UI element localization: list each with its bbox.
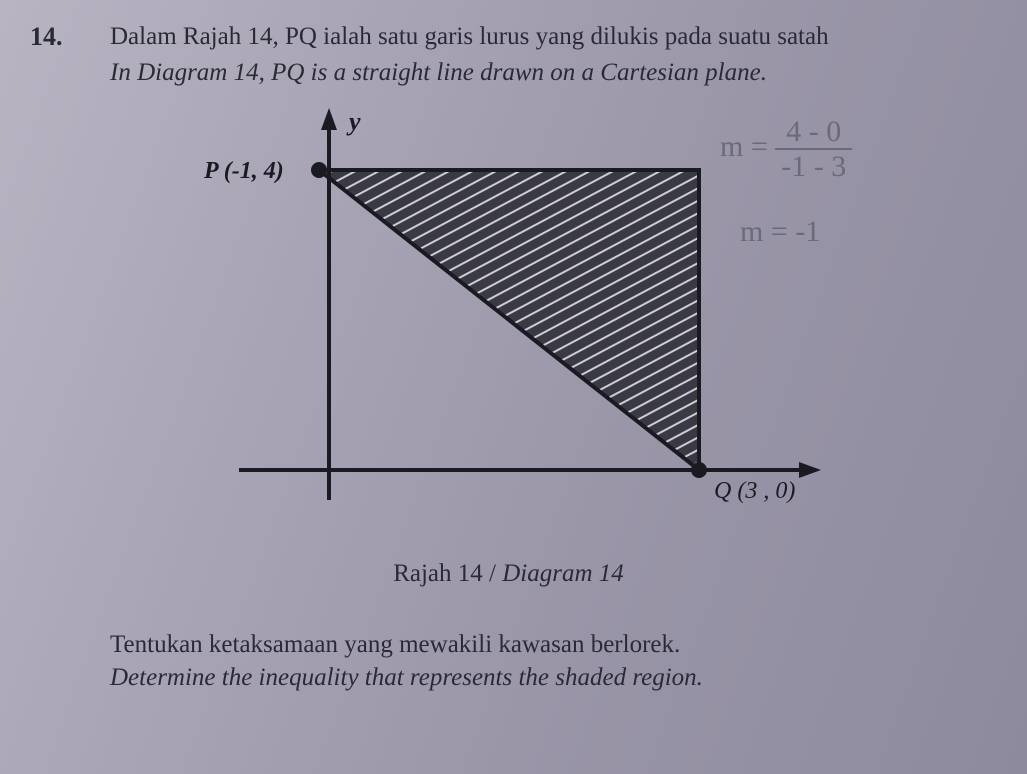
caption-en: Diagram 14 [502,560,624,587]
slope-numerator: 4 - 0 [775,115,852,150]
point-q-marker [691,462,707,478]
diagram-caption: Rajah 14 / Diagram 14 [30,560,987,588]
y-axis-arrow-icon [321,108,337,130]
caption-my: Rajah 14 [393,560,483,587]
instruction: Tentukan ketaksamaan yang mewakili kawas… [110,628,987,696]
question-line-en: In Diagram 14, PQ is a straight line dra… [110,56,987,90]
caption-sep: / [483,560,502,587]
question-number: 14. [30,22,63,52]
slope-denominator: -1 - 3 [775,150,852,183]
handwritten-slope-result: m = -1 [740,215,820,248]
x-axis-arrow-icon [799,462,821,478]
question-line-my: Dalam Rajah 14, PQ ialah satu garis luru… [110,20,987,54]
slope-fraction: 4 - 0 -1 - 3 [775,115,852,183]
page: 14. Dalam Rajah 14, PQ ialah satu garis … [0,0,1027,715]
question-text: Dalam Rajah 14, PQ ialah satu garis luru… [110,20,987,90]
point-p-marker [311,162,327,178]
shaded-triangle [319,170,699,470]
point-q-label: Q (3 , 0) [714,478,795,504]
point-p-label: P (-1, 4) [203,158,284,184]
slope-prefix: m = [720,130,768,163]
instruction-my: Tentukan ketaksamaan yang mewakili kawas… [110,628,987,662]
y-axis-label: y [346,107,361,136]
instruction-en: Determine the inequality that represents… [110,661,987,695]
handwritten-slope-formula: m = 4 - 0 -1 - 3 [720,115,852,183]
